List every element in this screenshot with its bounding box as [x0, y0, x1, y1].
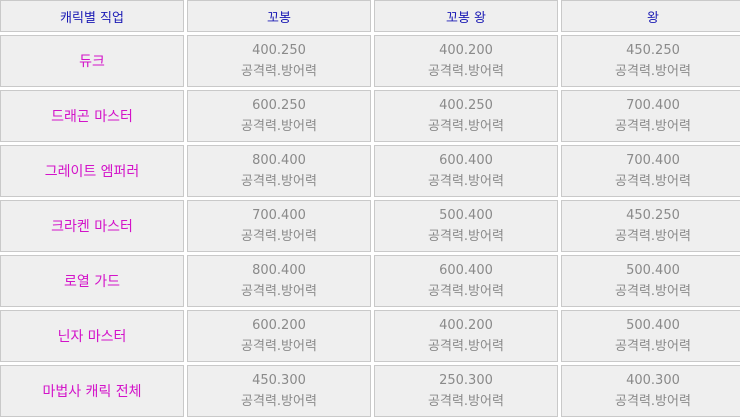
stat-cell: 600.400 공격력.방어력: [374, 145, 558, 197]
stat-value: 500.400: [626, 263, 680, 278]
stat-label: 공격력.방어력: [428, 284, 504, 299]
stat-cell: 400.300 공격력.방어력: [561, 365, 740, 417]
stat-label: 공격력.방어력: [428, 229, 504, 244]
stat-cell: 500.400 공격력.방어력: [561, 310, 740, 362]
stat-cell: 450.250 공격력.방어력: [561, 200, 740, 252]
stat-cell: 400.200 공격력.방어력: [374, 310, 558, 362]
stat-cell: 600.200 공격력.방어력: [187, 310, 371, 362]
stat-cell: 600.400 공격력.방어력: [374, 255, 558, 307]
stat-cell: 500.400 공격력.방어력: [561, 255, 740, 307]
header-kkobong-king: 꼬봉 왕: [374, 0, 558, 32]
stat-label: 공격력.방어력: [615, 394, 691, 409]
stat-value: 500.400: [626, 318, 680, 333]
stat-value: 450.250: [626, 208, 680, 223]
stat-value: 450.300: [252, 373, 306, 388]
stat-value: 400.250: [439, 98, 493, 113]
header-king: 왕: [561, 0, 740, 32]
stat-cell: 400.250 공격력.방어력: [187, 35, 371, 87]
stat-value: 800.400: [252, 263, 306, 278]
stat-label: 공격력.방어력: [428, 174, 504, 189]
stat-cell: 600.250 공격력.방어력: [187, 90, 371, 142]
stat-value: 400.200: [439, 43, 493, 58]
stat-label: 공격력.방어력: [615, 284, 691, 299]
stat-cell: 700.400 공격력.방어력: [187, 200, 371, 252]
stat-label: 공격력.방어력: [241, 64, 317, 79]
stat-value: 700.400: [626, 153, 680, 168]
stat-cell: 400.200 공격력.방어력: [374, 35, 558, 87]
stat-value: 700.400: [626, 98, 680, 113]
stat-value: 800.400: [252, 153, 306, 168]
stat-label: 공격력.방어력: [241, 174, 317, 189]
stat-label: 공격력.방어력: [428, 394, 504, 409]
stat-value: 700.400: [252, 208, 306, 223]
stat-label: 공격력.방어력: [615, 64, 691, 79]
stat-cell: 500.400 공격력.방어력: [374, 200, 558, 252]
stat-value: 400.300: [626, 373, 680, 388]
job-name: 닌자 마스터: [0, 310, 184, 362]
stat-cell: 800.400 공격력.방어력: [187, 255, 371, 307]
stat-label: 공격력.방어력: [428, 119, 504, 134]
stat-value: 600.250: [252, 98, 306, 113]
stat-cell: 250.300 공격력.방어력: [374, 365, 558, 417]
stat-label: 공격력.방어력: [241, 284, 317, 299]
stat-cell: 700.400 공격력.방어력: [561, 90, 740, 142]
stat-cell: 800.400 공격력.방어력: [187, 145, 371, 197]
job-name: 드래곤 마스터: [0, 90, 184, 142]
stat-label: 공격력.방어력: [428, 339, 504, 354]
stat-cell: 450.300 공격력.방어력: [187, 365, 371, 417]
stat-label: 공격력.방어력: [615, 339, 691, 354]
header-kkobong: 꼬봉: [187, 0, 371, 32]
stat-label: 공격력.방어력: [615, 174, 691, 189]
stat-label: 공격력.방어력: [615, 229, 691, 244]
stat-value: 500.400: [439, 208, 493, 223]
job-name: 마법사 캐릭 전체: [0, 365, 184, 417]
stat-value: 250.300: [439, 373, 493, 388]
stat-label: 공격력.방어력: [615, 119, 691, 134]
stat-value: 400.250: [252, 43, 306, 58]
stat-value: 600.400: [439, 153, 493, 168]
job-name: 듀크: [0, 35, 184, 87]
stat-label: 공격력.방어력: [428, 64, 504, 79]
stat-value: 600.200: [252, 318, 306, 333]
stat-label: 공격력.방어력: [241, 119, 317, 134]
stat-cell: 400.250 공격력.방어력: [374, 90, 558, 142]
stat-cell: 450.250 공격력.방어력: [561, 35, 740, 87]
stat-value: 450.250: [626, 43, 680, 58]
stat-label: 공격력.방어력: [241, 339, 317, 354]
stat-cell: 700.400 공격력.방어력: [561, 145, 740, 197]
job-name: 크라켄 마스터: [0, 200, 184, 252]
stat-value: 400.200: [439, 318, 493, 333]
header-job: 캐릭별 직업: [0, 0, 184, 32]
stat-label: 공격력.방어력: [241, 394, 317, 409]
stat-value: 600.400: [439, 263, 493, 278]
job-name: 그레이트 엠퍼러: [0, 145, 184, 197]
job-name: 로열 가드: [0, 255, 184, 307]
stat-label: 공격력.방어력: [241, 229, 317, 244]
